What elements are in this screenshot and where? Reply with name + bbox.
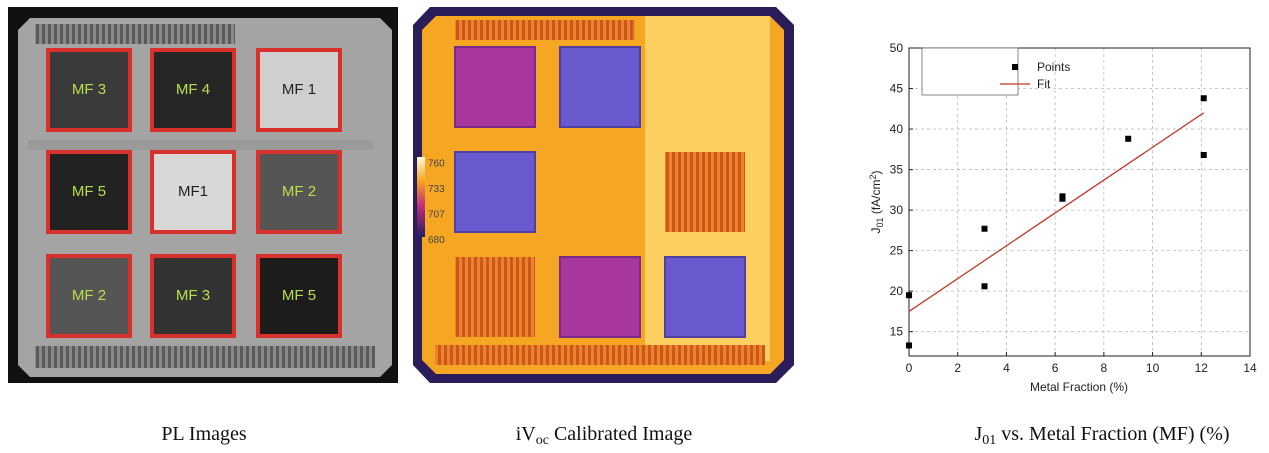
- point: [1125, 136, 1131, 142]
- caption: J01 vs. Metal Fraction (MF) (%): [974, 423, 1229, 448]
- fit-line: [909, 113, 1204, 312]
- y-axis-label: J01 (fA/cm2): [868, 170, 885, 233]
- colorbar: [417, 157, 425, 237]
- mf-label: MF 3: [72, 81, 106, 98]
- label-part: ): [869, 170, 883, 174]
- caption-sub: 01: [982, 433, 996, 448]
- caption-part: iV: [516, 423, 537, 445]
- mf-label: MF 3: [176, 287, 210, 304]
- colorbar-tick-label: 760: [428, 159, 445, 170]
- y-tick-label: 15: [890, 325, 904, 339]
- colorbar-tick-label: 680: [428, 235, 445, 246]
- x-tick-label: 12: [1195, 361, 1209, 375]
- x-tick-label: 14: [1243, 361, 1257, 375]
- ivoc-image: [413, 7, 794, 383]
- label-sub: 01: [875, 218, 885, 228]
- caption: PL Images: [161, 423, 247, 445]
- y-tick-label: 25: [890, 244, 904, 258]
- caption-part: J: [974, 423, 982, 445]
- point: [1201, 95, 1207, 101]
- chart: 0 2 4 6 8 10 12 14 15 20 25 30 35 40 45 50 Points Fit: [890, 41, 1257, 375]
- mf-label: MF 1: [282, 81, 316, 98]
- point: [982, 226, 988, 232]
- y-tick-label: 20: [890, 284, 904, 298]
- y-tick-label: 30: [890, 203, 904, 217]
- x-tick-label: 8: [1101, 361, 1108, 375]
- colorbar-tick-label: 707: [428, 210, 445, 221]
- x-tick-label: 4: [1003, 361, 1010, 375]
- y-tick-label: 40: [890, 122, 904, 136]
- point: [1201, 152, 1207, 158]
- mf-label: MF 2: [72, 287, 106, 304]
- fit-table: [922, 48, 1018, 95]
- point: [982, 283, 988, 289]
- caption-part: Calibrated Image: [549, 423, 692, 445]
- point: [1059, 196, 1065, 202]
- mf-label: MF 5: [72, 183, 106, 200]
- legend-label: Fit: [1037, 77, 1051, 91]
- mf-label: MF 4: [176, 81, 210, 98]
- x-tick-label: 2: [954, 361, 961, 375]
- y-tick-label: 35: [890, 163, 904, 177]
- point: [906, 292, 912, 298]
- page: {"panels": [ {"caption": "PL Images", "l…: [0, 0, 1269, 453]
- mf-label: MF 5: [282, 287, 316, 304]
- figure: MF 3 MF 4 MF 1 MF 5 MF1 MF 2 MF 2 MF 3 MF 5 760 7…: [0, 0, 1269, 453]
- x-tick-label: 0: [906, 361, 913, 375]
- x-tick-label: 6: [1052, 361, 1059, 375]
- label-part: (fA/cm: [869, 179, 883, 217]
- x-axis-label: Metal Fraction (%): [1030, 380, 1128, 394]
- x-tick-label: 10: [1146, 361, 1160, 375]
- legend-swatch: [1012, 64, 1018, 70]
- point: [906, 342, 912, 348]
- mf-label: MF1: [178, 183, 208, 200]
- pl-squares: MF 3 MF 4 MF 1 MF 5 MF1 MF 2 MF 2 MF 3 MF 5: [48, 50, 340, 336]
- colorbar-tick-label: 733: [428, 184, 445, 195]
- caption-sub: oc: [536, 433, 549, 448]
- y-tick-label: 45: [890, 82, 904, 96]
- legend-label: Points: [1037, 60, 1070, 74]
- mf-label: MF 2: [282, 183, 316, 200]
- caption: iVoc Calibrated Image: [516, 423, 693, 448]
- caption-part: vs. Metal Fraction (MF) (%): [996, 423, 1229, 445]
- y-tick-label: 50: [890, 41, 904, 55]
